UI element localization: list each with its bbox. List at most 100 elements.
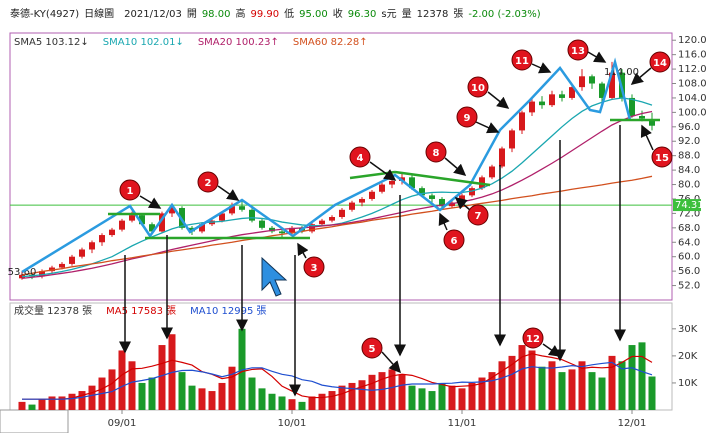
candle-body <box>269 227 275 232</box>
header-item: 99.90 <box>250 9 279 20</box>
y-tick-label: 120.0 <box>678 35 707 46</box>
annotation-arrow <box>381 351 402 374</box>
annotation-number: 1 <box>127 186 134 197</box>
volume-bar <box>498 361 506 410</box>
volume-bar <box>448 385 456 410</box>
candle-body <box>499 148 505 167</box>
volume-bar <box>68 393 76 410</box>
volume-bar <box>18 401 26 410</box>
candle-body <box>529 101 535 113</box>
y-tick-label: 60.0 <box>678 252 700 263</box>
candle-body <box>69 256 75 264</box>
volume-bar <box>258 388 266 410</box>
annotation-number: 9 <box>464 113 471 124</box>
y-tick-label: 10K <box>678 378 698 389</box>
candle-body <box>89 242 95 250</box>
candle-body <box>139 215 145 225</box>
annotation-badge <box>425 141 447 163</box>
header-item: 96.30 <box>348 9 377 20</box>
price-mark-label: 114.00 <box>604 67 639 78</box>
volume-bar <box>388 369 396 410</box>
header-item: 量 <box>402 8 412 20</box>
candle-body <box>579 76 585 88</box>
header-item: -2.00 (-2.03%) <box>468 9 540 20</box>
volume-bar <box>248 377 256 410</box>
volume-bar <box>318 393 326 410</box>
annotation-badge <box>467 76 489 98</box>
header-item: 泰德-KY(4927) <box>10 7 79 20</box>
volume-bar <box>228 366 236 410</box>
volume-bar <box>418 388 426 410</box>
volume-bar <box>148 377 156 410</box>
annotation-number: 11 <box>515 56 529 67</box>
volume-bar <box>288 399 296 410</box>
y-tick-label: 100.0 <box>678 107 707 118</box>
annotation-arrow <box>630 67 652 85</box>
volume-bar <box>638 342 646 410</box>
reference-label: 74.31 <box>675 200 704 211</box>
legend-entry: SMA5 103.12↓ <box>14 37 89 48</box>
candle-body <box>449 202 455 207</box>
volume-bar <box>578 361 586 410</box>
annotation-arrow <box>297 242 309 259</box>
annotation-number: 3 <box>311 263 318 274</box>
volume-bar <box>78 391 86 410</box>
legend-entry: SMA20 100.23↑ <box>198 37 279 48</box>
candle-body <box>649 119 655 126</box>
volume-bar <box>628 345 636 410</box>
y-tick-label: 108.0 <box>678 79 707 90</box>
annotation-arrow <box>217 185 240 201</box>
candle-body <box>369 191 375 199</box>
candle-body <box>569 87 575 98</box>
annotation-arrow <box>444 157 467 176</box>
annotation-badge <box>197 171 219 193</box>
volume-bar <box>528 350 536 410</box>
volume-bar <box>28 404 36 410</box>
volume-bar <box>408 385 416 410</box>
candle-body <box>129 215 135 221</box>
price-panel <box>9 32 673 301</box>
y-tick-label: 116.0 <box>678 50 707 61</box>
volume-bar <box>378 372 386 410</box>
annotation-number: 12 <box>526 334 540 345</box>
volume-bar <box>278 396 286 410</box>
volume-bar <box>588 372 596 410</box>
volume-bar <box>428 391 436 410</box>
candle-body <box>589 76 595 84</box>
annotation-arrow <box>438 212 450 231</box>
header-item: 95.00 <box>299 9 328 20</box>
y-tick-label: 88.0 <box>678 151 700 162</box>
y-tick-label: 96.0 <box>678 122 700 133</box>
volume-bar <box>208 391 216 410</box>
candle-body <box>559 94 565 98</box>
annotation-badge <box>511 49 533 71</box>
volume-bar <box>158 345 166 410</box>
volume-bar <box>468 382 476 410</box>
candle-body <box>469 188 475 196</box>
annotation-number: 2 <box>205 178 212 189</box>
annotation-badge <box>649 51 671 73</box>
volume-bar <box>138 382 146 410</box>
volume-bar <box>518 345 526 410</box>
candle-body <box>539 101 545 106</box>
annotation-number: 13 <box>571 46 585 57</box>
annotation-badge <box>349 146 371 168</box>
cursor <box>261 256 288 297</box>
reference-tag <box>673 199 701 212</box>
volume-bar <box>348 382 356 410</box>
annotation-number: 6 <box>451 236 458 247</box>
annotation-badge <box>303 256 325 278</box>
candle-body <box>49 267 55 272</box>
candle-body <box>289 227 295 234</box>
header-item: 日線圖 <box>84 7 114 20</box>
y-tick-label: 92.0 <box>678 136 700 147</box>
header-item: 2021/12/03 <box>124 9 182 20</box>
candle-body <box>359 198 365 203</box>
price-mark-label: 53.60 <box>8 267 37 278</box>
annotation-arrow <box>587 51 607 63</box>
candle-body <box>639 115 645 119</box>
annotation-arrow <box>531 62 552 74</box>
support-line <box>394 170 491 187</box>
candle-body <box>259 220 265 228</box>
header-item: 張 <box>453 8 463 20</box>
